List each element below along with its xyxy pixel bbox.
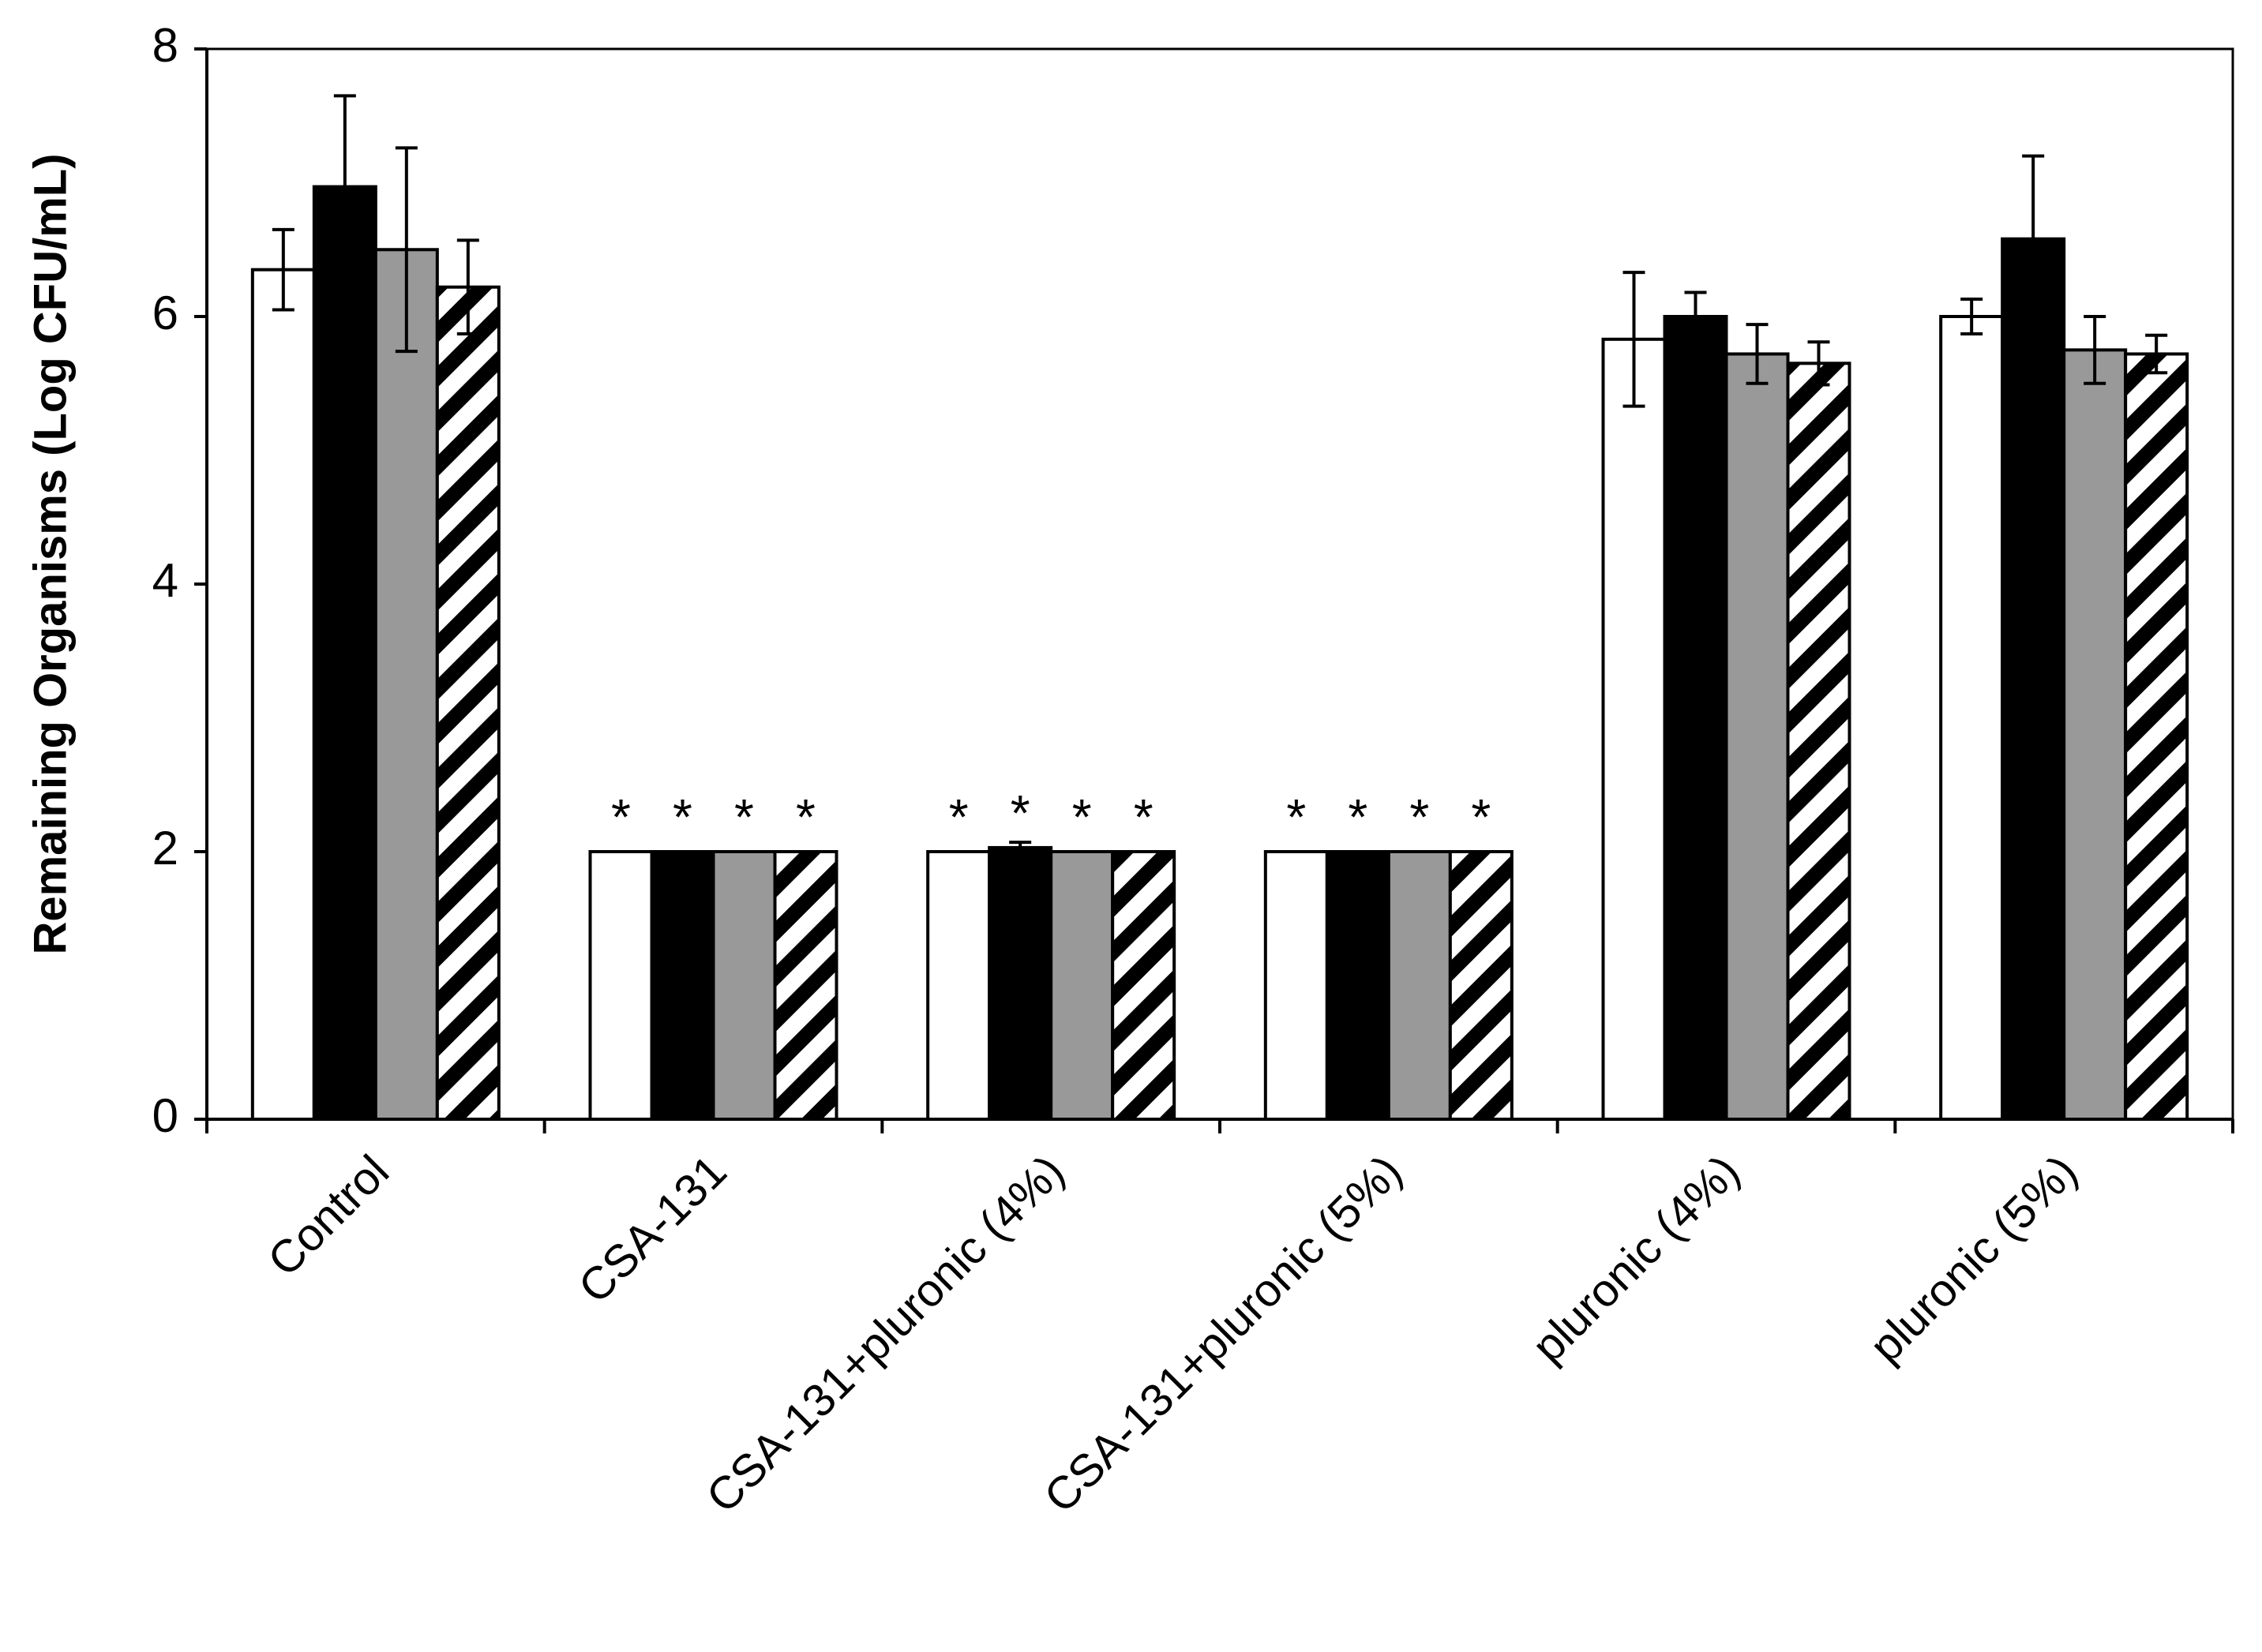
bar — [988, 845, 1053, 1122]
axes-layer — [194, 47, 2234, 1133]
significance-marker: * — [1011, 785, 1030, 841]
error-bars-layer — [272, 94, 2168, 855]
significance-layer: * * * * * * * * * * * * — [611, 785, 1491, 845]
bar — [1325, 850, 1390, 1121]
y-tick-label: 2 — [152, 822, 178, 875]
significance-marker: * — [673, 789, 692, 845]
bar — [926, 850, 992, 1121]
bar — [435, 285, 501, 1122]
y-tick-label: 0 — [152, 1089, 178, 1142]
y-tick-label: 4 — [152, 554, 178, 607]
significance-marker: * — [611, 789, 631, 845]
bar — [1448, 850, 1514, 1121]
x-category-label: pluronic (4%) — [1522, 1145, 1750, 1373]
bar — [2062, 348, 2128, 1121]
bar — [2124, 352, 2189, 1121]
y-tick-labels: 0 2 4 6 8 — [152, 19, 178, 1142]
significance-marker: * — [796, 789, 816, 845]
significance-marker: * — [1286, 789, 1306, 845]
bars-layer — [250, 185, 2189, 1122]
bar — [1049, 850, 1115, 1121]
plot-frame — [205, 47, 2234, 1121]
bar — [1663, 315, 1728, 1121]
x-category-label: Control — [258, 1145, 399, 1286]
significance-marker: * — [1072, 789, 1092, 845]
y-axis-label: Remaining Organisms (Log CFU/mL) — [24, 153, 76, 954]
significance-marker: * — [1471, 789, 1491, 845]
significance-marker: * — [1134, 789, 1154, 845]
bar — [711, 850, 777, 1121]
bar — [1601, 337, 1667, 1121]
bar — [373, 248, 439, 1121]
x-category-label: pluronic (5%) — [1860, 1145, 2088, 1373]
bar — [1263, 850, 1329, 1121]
y-tick-label: 6 — [152, 287, 178, 339]
x-category-label: CSA-131+pluronic (5%) — [1034, 1145, 1412, 1523]
bar — [1786, 361, 1851, 1121]
x-category-label: CSA-131 — [568, 1145, 736, 1313]
significance-marker: * — [734, 789, 754, 845]
bar — [773, 850, 838, 1121]
bar — [1111, 850, 1176, 1121]
x-category-label: CSA-131+pluronic (4%) — [696, 1145, 1074, 1523]
plot-border — [205, 47, 2234, 1121]
bar — [1939, 315, 2005, 1121]
bar — [588, 850, 654, 1121]
significance-marker: * — [1409, 789, 1429, 845]
bar — [1724, 352, 1790, 1121]
y-tick-label: 8 — [152, 19, 178, 72]
bar — [2001, 237, 2066, 1122]
bar — [650, 850, 715, 1121]
significance-marker: * — [1348, 789, 1367, 845]
significance-marker: * — [949, 789, 969, 845]
bar — [250, 268, 316, 1121]
bar — [1386, 850, 1452, 1121]
bar — [312, 185, 377, 1122]
